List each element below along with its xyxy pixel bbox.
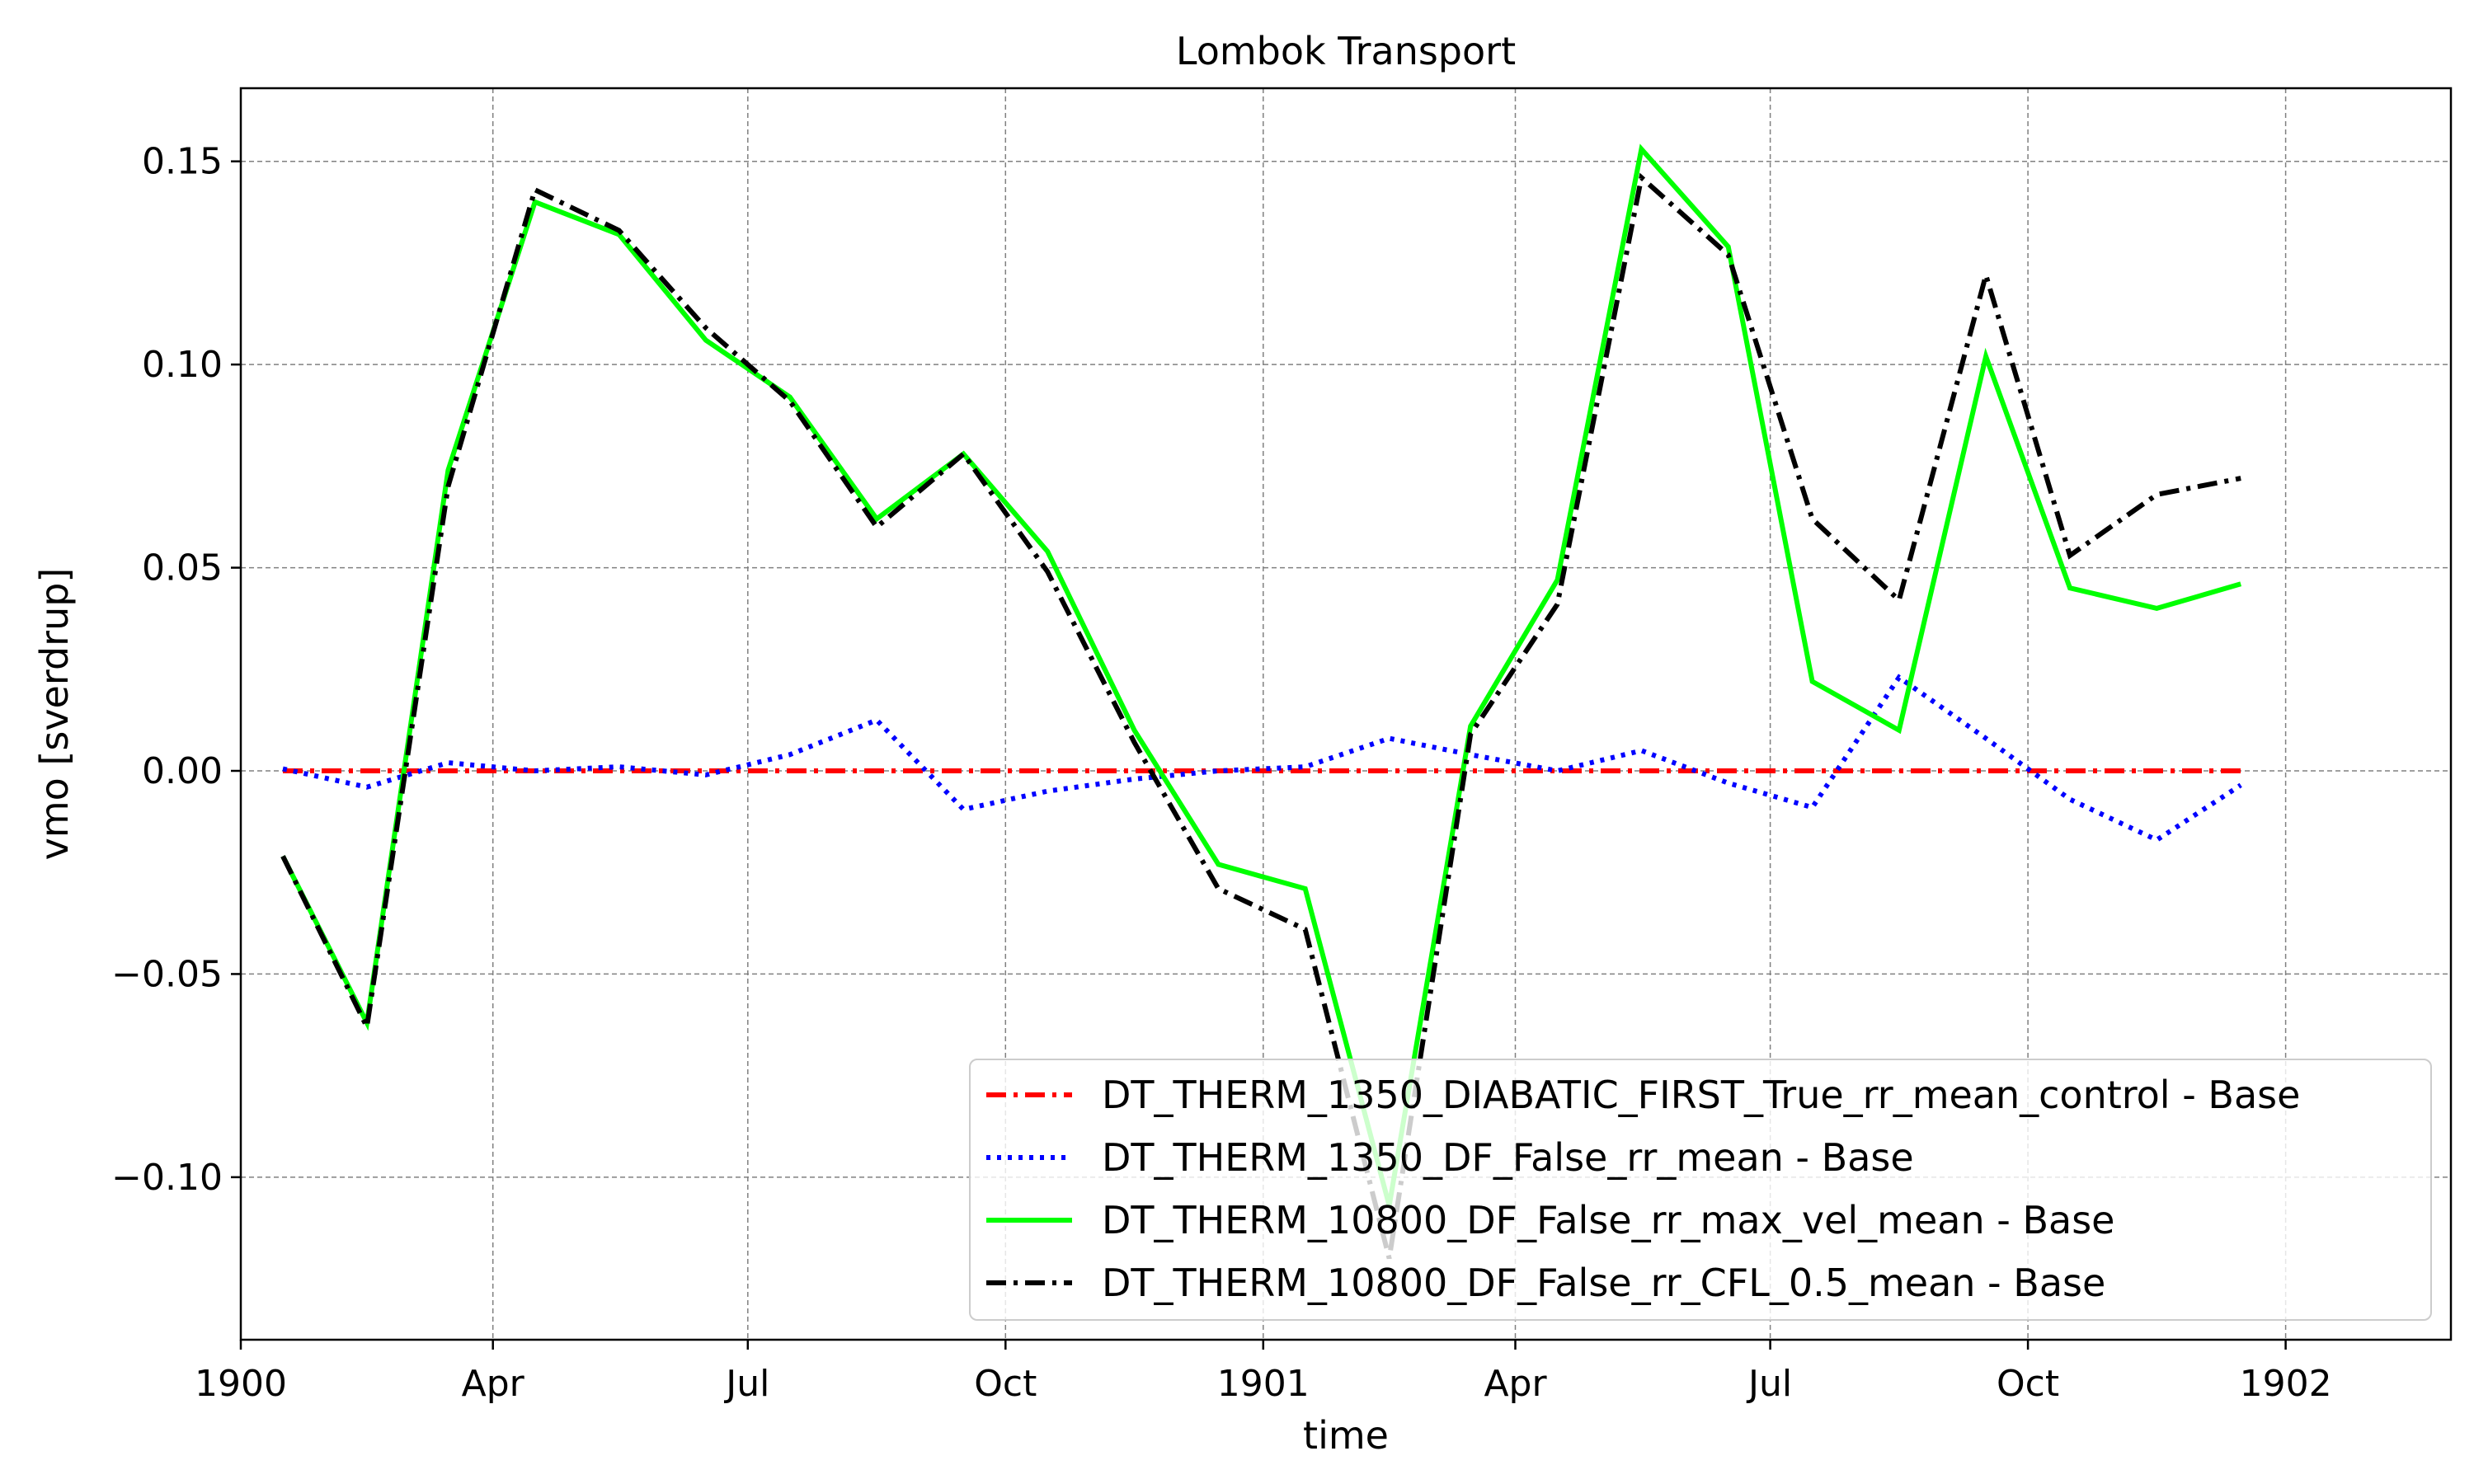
- y-tick-label-4: −0.05: [111, 953, 223, 995]
- x-tick-label-4: 1901: [1217, 1363, 1310, 1405]
- y-tick-label-5: −0.10: [111, 1157, 223, 1199]
- series-lines: [280, 143, 2242, 1260]
- x-tick-label-5: Apr: [1484, 1363, 1547, 1405]
- y-tick-label-3: 0.00: [142, 750, 223, 792]
- legend-label-1: DT_THERM_1350_DIABATIC_FIRST_True_rr_mea…: [1102, 1073, 2300, 1117]
- series-line-3: [280, 143, 2242, 1207]
- axis-ticks: 1900 Apr Jul Oct 1901 Apr Jul Oct 1902 0.15 0.10 0.…: [111, 141, 2331, 1405]
- legend-label-3: DT_THERM_10800_DF_False_rr_max_vel_mean …: [1102, 1198, 2114, 1242]
- legend-box: [969, 1059, 2432, 1321]
- y-axis-label: vmo [sverdrup]: [32, 568, 77, 861]
- x-tick-label-1: Apr: [462, 1363, 525, 1405]
- x-tick-label-8: 1902: [2240, 1363, 2332, 1405]
- y-tick-label-0: 0.15: [142, 141, 223, 183]
- x-tick-label-0: 1900: [195, 1363, 287, 1405]
- legend: DT_THERM_1350_DIABATIC_FIRST_True_rr_mea…: [969, 1059, 2432, 1321]
- legend-label-4: DT_THERM_10800_DF_False_rr_CFL_0.5_mean …: [1102, 1261, 2105, 1305]
- legend-label-2: DT_THERM_1350_DF_False_rr_mean - Base: [1102, 1135, 1914, 1180]
- series-line-2: [282, 674, 2242, 843]
- plot-frame: [239, 87, 2453, 1341]
- chart-title: Lombok Transport: [1176, 29, 1516, 73]
- x-tick-label-2: Jul: [723, 1363, 769, 1405]
- x-tick-label-6: Jul: [1746, 1363, 1792, 1405]
- x-tick-label-7: Oct: [1997, 1363, 2059, 1405]
- x-tick-label-3: Oct: [974, 1363, 1037, 1405]
- series-line-4: [280, 172, 2241, 1260]
- y-tick-label-2: 0.05: [142, 547, 223, 589]
- x-axis-label: time: [1303, 1413, 1389, 1458]
- y-tick-label-1: 0.10: [142, 344, 223, 386]
